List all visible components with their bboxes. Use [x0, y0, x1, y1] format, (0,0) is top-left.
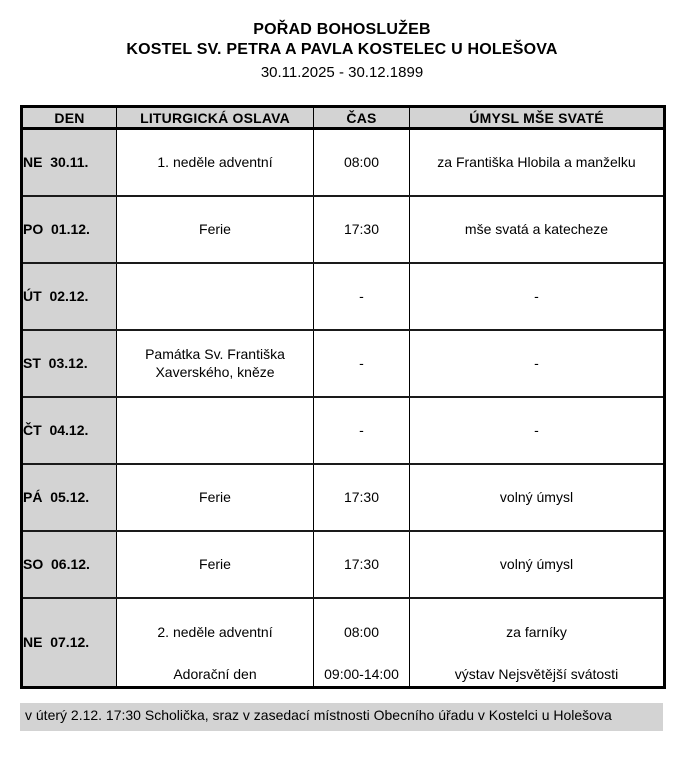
time-cell: 08:00: [313, 127, 410, 197]
cell-text: 17:30: [343, 556, 380, 572]
intention-cell: za farníky výstav Nejsvětější svátosti: [409, 596, 665, 689]
cell-text: za Františka Hlobila a manželku: [437, 154, 636, 171]
schedule-body: NE 30.11. 1. neděle adventní 08:00 za Frant…: [21, 127, 665, 689]
table-row: NE 30.11. 1. neděle adventní 08:00 za Frant…: [21, 127, 665, 197]
time-cell: -: [313, 328, 410, 398]
page-subtitle: KOSTEL SV. PETRA A PAVLA KOSTELEC U HOLE…: [126, 41, 558, 58]
cell-text: Ferie: [199, 556, 231, 572]
celebration-cell: Památka Sv. Františka Xaverského, kněze: [116, 328, 314, 398]
intention-cell: mše svatá a katecheze: [409, 194, 665, 264]
celebration-cell: [116, 261, 314, 331]
day-cell: NE 07.12.: [21, 596, 117, 689]
cell-text: 09:00-14:00: [324, 666, 399, 683]
col-header-liturgicka-oslava: LITURGICKÁ OSLAVA: [116, 105, 314, 130]
intention-cell: -: [409, 328, 665, 398]
time-cell: 17:30: [313, 462, 410, 532]
day-cell: ÚT 02.12.: [21, 261, 117, 331]
celebration-cell: 2. neděle adventní Adorační den: [116, 596, 314, 689]
cell-text: Adorační den: [173, 666, 257, 683]
table-row: NE 07.12. 2. neděle adventní Adorační den 0…: [21, 596, 665, 689]
table-header-row: DEN LITURGICKÁ OSLAVA ČAS ÚMYSL MŠE SVAT…: [21, 105, 665, 130]
day-cell: PÁ 05.12.: [21, 462, 117, 532]
celebration-cell: Ferie: [116, 529, 314, 599]
cell-text: mše svatá a katecheze: [464, 221, 609, 237]
footer-note: v úterý 2.12. 17:30 Scholička, sraz v za…: [20, 703, 663, 731]
page-title: POŘAD BOHOSLUŽEB: [253, 21, 431, 38]
time-cell: 08:00 09:00-14:00: [313, 596, 410, 689]
celebration-cell: [116, 395, 314, 465]
table-row: SO 06.12. Ferie 17:30 volný úmysl: [21, 529, 665, 599]
cell-text: -: [534, 288, 539, 304]
table-row: ST 03.12. Památka Sv. Františka Xaverskéh…: [21, 328, 665, 398]
cell-text: -: [359, 422, 364, 438]
celebration-cell: Ferie: [116, 194, 314, 264]
col-header-cas: ČAS: [313, 105, 410, 130]
cell-text: volný úmysl: [499, 556, 574, 572]
schedule-table: DEN LITURGICKÁ OSLAVA ČAS ÚMYSL MŠE SVAT…: [20, 105, 666, 689]
intention-cell: -: [409, 395, 665, 465]
cell-text: 1. neděle adventní: [157, 154, 273, 171]
celebration-cell: Ferie: [116, 462, 314, 532]
day-cell: ČT 04.12.: [21, 395, 117, 465]
cell-text: Ferie: [199, 221, 231, 237]
cell-text: -: [534, 422, 539, 438]
cell-text: -: [359, 288, 364, 304]
time-cell: -: [313, 395, 410, 465]
date-range: 30.11.2025 - 30.12.1899: [260, 64, 424, 81]
cell-text: -: [359, 355, 364, 371]
time-cell: 17:30: [313, 194, 410, 264]
cell-text: 17:30: [343, 221, 380, 237]
time-cell: 17:30: [313, 529, 410, 599]
col-header-den: DEN: [21, 105, 117, 130]
time-cell: -: [313, 261, 410, 331]
cell-text: volný úmysl: [499, 489, 574, 505]
cell-text: výstav Nejsvětější svátosti: [454, 666, 619, 683]
intention-cell: -: [409, 261, 665, 331]
intention-cell: za Františka Hlobila a manželku: [409, 127, 665, 197]
table-row: ČT 04.12. - -: [21, 395, 665, 465]
day-cell: PO 01.12.: [21, 194, 117, 264]
cell-text: za farníky: [506, 624, 567, 641]
cell-text: 08:00: [343, 624, 380, 641]
table-row: PÁ 05.12. Ferie 17:30 volný úmysl: [21, 462, 665, 532]
cell-text: 08:00: [343, 154, 380, 171]
celebration-cell: 1. neděle adventní: [116, 127, 314, 197]
day-cell: ST 03.12.: [21, 328, 117, 398]
table-row: ÚT 02.12. - -: [21, 261, 665, 331]
cell-text: Památka Sv. Františka Xaverského, kněze: [145, 346, 285, 380]
cell-text: -: [534, 355, 539, 371]
title-block: POŘAD BOHOSLUŽEB KOSTEL SV. PETRA A PAVL…: [0, 0, 684, 82]
cell-text: Ferie: [199, 489, 231, 505]
intention-cell: volný úmysl: [409, 462, 665, 532]
day-cell: SO 06.12.: [21, 529, 117, 599]
table-row: PO 01.12. Ferie 17:30 mše svatá a katecheze: [21, 194, 665, 264]
cell-text: 2. neděle adventní: [157, 624, 273, 641]
col-header-umysl: ÚMYSL MŠE SVATÉ: [409, 105, 665, 130]
intention-cell: volný úmysl: [409, 529, 665, 599]
day-cell: NE 30.11.: [21, 127, 117, 197]
cell-text: 17:30: [343, 489, 380, 505]
